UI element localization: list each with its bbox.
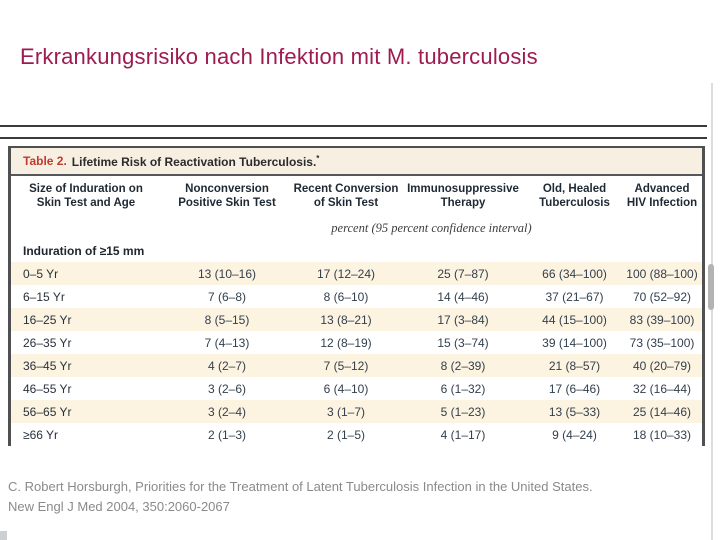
row-value: 40 (20–79)	[632, 358, 692, 373]
row-value: 4 (2–7)	[207, 358, 247, 373]
column-header: Old, Healed Tuberculosis	[539, 183, 610, 209]
row-value: 4 (1–17)	[440, 427, 486, 442]
row-label: 46–55 Yr	[23, 381, 72, 396]
column-header: Size of Induration on Skin Test and Age	[29, 183, 143, 209]
table-section-header: Induration of ≥15 mm	[23, 244, 145, 258]
row-value: 13 (5–33)	[548, 404, 601, 419]
units-note: percent (95 percent confidence interval)	[331, 220, 532, 235]
row-label: 0–5 Yr	[23, 266, 59, 281]
row-value: 44 (15–100)	[542, 312, 607, 327]
row-label: 56–65 Yr	[23, 404, 72, 419]
row-value: 3 (2–4)	[207, 404, 247, 419]
table-body: 0–5 Yr 13 (10–16) 17 (12–24) 25 (7–87) 66 (3…	[11, 262, 702, 446]
row-value: 8 (5–15)	[204, 312, 250, 327]
table-row: 26–35 Yr 7 (4–13) 12 (8–19) 15 (3–74) 39 (14…	[11, 331, 702, 354]
row-value: 17 (3–84)	[437, 312, 489, 327]
row-value: 2 (1–3)	[207, 427, 247, 442]
row-value: 7 (5–12)	[323, 358, 369, 373]
row-value: 70 (52–92)	[632, 289, 692, 304]
scrollbar-thumb[interactable]	[708, 264, 714, 310]
units-row: percent (95 percent confidence interval)	[11, 216, 702, 240]
footnote-marker: *	[316, 153, 320, 163]
nejm-table: Table 2. Lifetime Risk of Reactivation T…	[8, 146, 705, 446]
table-title: Lifetime Risk of Reactivation Tuberculos…	[71, 153, 320, 169]
row-value: 13 (10–16)	[197, 266, 257, 281]
row-value: 5 (1–23)	[440, 404, 486, 419]
row-value: 3 (2–6)	[207, 381, 247, 396]
scrollbar-track[interactable]	[711, 83, 713, 540]
row-value: 14 (4–46)	[437, 289, 489, 304]
row-value: 3 (1–7)	[326, 404, 366, 419]
row-value: 100 (88–100)	[626, 266, 698, 281]
row-value: 2 (1–5)	[326, 427, 366, 442]
row-value: 9 (4–24)	[552, 427, 597, 442]
slide-title: Erkrankungsrisiko nach Infektion mit M. …	[20, 44, 538, 69]
row-value: 32 (16–44)	[632, 381, 692, 396]
row-value: 12 (8–19)	[320, 335, 372, 350]
table-row: 46–55 Yr 3 (2–6) 6 (4–10) 6 (1–32) 17 (6–46)…	[11, 377, 702, 400]
row-value: 73 (35–100)	[629, 335, 695, 350]
row-label: 6–15 Yr	[23, 289, 65, 304]
row-value: 17 (12–24)	[316, 266, 376, 281]
corner-fragment	[0, 531, 7, 540]
table-header-row: Size of Induration on Skin Test and Age …	[11, 176, 702, 216]
row-value: 7 (6–8)	[207, 289, 247, 304]
citation-line-2: New Engl J Med 2004, 350:2060-2067	[8, 499, 230, 515]
row-value: 25 (7–87)	[437, 266, 489, 281]
row-label: 36–45 Yr	[23, 358, 72, 373]
column-header: Recent Conversion of Skin Test	[293, 183, 399, 209]
row-value: 8 (2–39)	[440, 358, 486, 373]
second-divider-rule	[0, 137, 707, 139]
row-value: 6 (1–32)	[440, 381, 486, 396]
row-value: 17 (6–46)	[548, 381, 601, 396]
table-row: 56–65 Yr 3 (2–4) 3 (1–7) 5 (1–23) 13 (5–33) 2…	[11, 400, 702, 423]
column-header: Nonconversion Positive Skin Test	[178, 183, 276, 209]
row-value: 21 (8–57)	[548, 358, 601, 373]
row-label: 26–35 Yr	[23, 335, 72, 350]
row-value: 25 (14–46)	[632, 404, 692, 419]
column-header: Advanced HIV Infection	[626, 183, 698, 209]
table-title-row: Table 2. Lifetime Risk of Reactivation T…	[11, 148, 702, 176]
row-value: 15 (3–74)	[437, 335, 489, 350]
table-row: 6–15 Yr 7 (6–8) 8 (6–10) 14 (4–46) 37 (21–67…	[11, 285, 702, 308]
table-row: 16–25 Yr 8 (5–15) 13 (8–21) 17 (3–84) 44 (15…	[11, 308, 702, 331]
row-label: ≥66 Yr	[23, 427, 59, 442]
top-divider-rule	[0, 125, 707, 127]
column-header: Immunosuppressive Therapy	[407, 183, 519, 209]
row-value: 7 (4–13)	[204, 335, 250, 350]
row-value: 18 (10–33)	[632, 427, 692, 442]
row-value: 6 (4–10)	[323, 381, 369, 396]
table-number-label: Table 2.	[23, 154, 67, 168]
citation: C. Robert Horsburgh, Priorities for the …	[8, 477, 688, 517]
row-value: 13 (8–21)	[320, 312, 372, 327]
citation-line-1: C. Robert Horsburgh, Priorities for the …	[8, 479, 593, 494]
row-label: 16–25 Yr	[23, 312, 72, 327]
row-value: 66 (34–100)	[542, 266, 607, 281]
row-value: 83 (39–100)	[629, 312, 695, 327]
row-value: 37 (21–67)	[545, 289, 604, 304]
row-value: 8 (6–10)	[323, 289, 369, 304]
table-row: ≥66 Yr 2 (1–3) 2 (1–5) 4 (1–17) 9 (4–24) 18 (…	[11, 423, 702, 446]
table-row: 36–45 Yr 4 (2–7) 7 (5–12) 8 (2–39) 21 (8–57)…	[11, 354, 702, 377]
table-row: 0–5 Yr 13 (10–16) 17 (12–24) 25 (7–87) 66 (3…	[11, 262, 702, 285]
row-value: 39 (14–100)	[542, 335, 607, 350]
